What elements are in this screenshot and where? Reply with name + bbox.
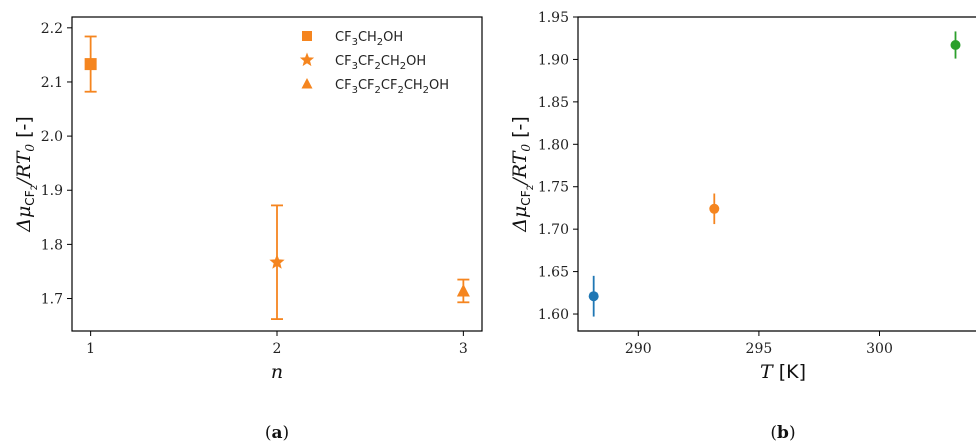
panel-a-y-ticks: 1.7 1.8 1.9 2.0 2.1 2.2	[41, 21, 72, 308]
data-point-star	[269, 254, 285, 269]
panel-b-data-marks	[588, 31, 961, 317]
panel-b: 1.60 1.65 1.70 1.75 1.80 1.85 1.90 1.95 290 295 3…	[509, 10, 976, 443]
panel-a-x-ticks: 1 2 3	[86, 331, 468, 357]
panel-a-caption: (a)	[265, 423, 289, 443]
y-tick-label: 1.70	[538, 222, 569, 238]
data-point-square	[84, 58, 97, 71]
y-tick-label: 1.95	[538, 10, 569, 26]
x-tick-label: 3	[459, 341, 468, 357]
panel-b-x-ticks: 290 295 300	[625, 331, 893, 357]
panel-a-x-axis-label: n	[271, 361, 283, 383]
panel-b-x-axis-label: T [K]	[760, 361, 806, 383]
data-point-circle	[588, 291, 599, 302]
y-tick-label: 2.1	[41, 75, 63, 91]
y-tick-label: 2.2	[41, 21, 63, 37]
x-tick-label: 1	[86, 341, 95, 357]
x-tick-label: 295	[746, 341, 773, 357]
legend-entry-cf3cf2cf2ch2oh: CF3​CF2​CF2​CH2​OH	[335, 78, 449, 96]
panel-b-y-ticks: 1.60 1.65 1.70 1.75 1.80 1.85 1.90 1.95	[538, 10, 578, 323]
data-point-circle	[709, 203, 720, 214]
y-tick-label: 1.80	[538, 137, 569, 153]
panel-a-plot-frame	[71, 16, 483, 332]
data-point-triangle	[456, 283, 470, 297]
y-tick-label: 1.85	[538, 95, 569, 111]
panel-a: 1.7 1.8 1.9 2.0 2.1 2.2 1 2 3 CF3​CH2​OH CF3​CF…	[13, 16, 483, 443]
legend-square-marker	[302, 31, 312, 41]
legend-star-marker	[299, 52, 315, 67]
x-tick-label: 2	[273, 341, 282, 357]
y-tick-label: 2.0	[41, 129, 63, 145]
legend-entry-cf3cf2ch2oh: CF3​CF2​CH2​OH	[335, 54, 426, 72]
legend-entry-cf3ch2oh: CF3​CH2​OH	[335, 30, 403, 48]
y-tick-label: 1.9	[41, 183, 63, 199]
panel-b-caption: (b)	[770, 423, 795, 443]
y-tick-label: 1.90	[538, 52, 569, 68]
data-point-circle	[950, 40, 961, 51]
y-tick-label: 1.75	[538, 180, 569, 196]
panel-a-legend: CF3​CH2​OH CF3​CF2​CH2​OH CF3​CF2​CF2​CH…	[299, 30, 449, 96]
y-tick-label: 1.65	[538, 265, 569, 281]
y-tick-label: 1.7	[41, 292, 63, 308]
panel-b-y-axis-label: ΔμCF2/RT0 [-]	[509, 116, 536, 233]
legend-triangle-marker	[301, 78, 313, 89]
y-tick-label: 1.60	[538, 307, 569, 323]
y-tick-label: 1.8	[41, 237, 63, 253]
panel-a-y-axis-label: ΔμCF2/RT0 [-]	[13, 116, 40, 233]
panel-b-plot-frame	[577, 16, 976, 332]
panel-a-data-marks	[84, 35, 470, 320]
x-tick-label: 300	[866, 341, 893, 357]
x-tick-label: 290	[625, 341, 652, 357]
